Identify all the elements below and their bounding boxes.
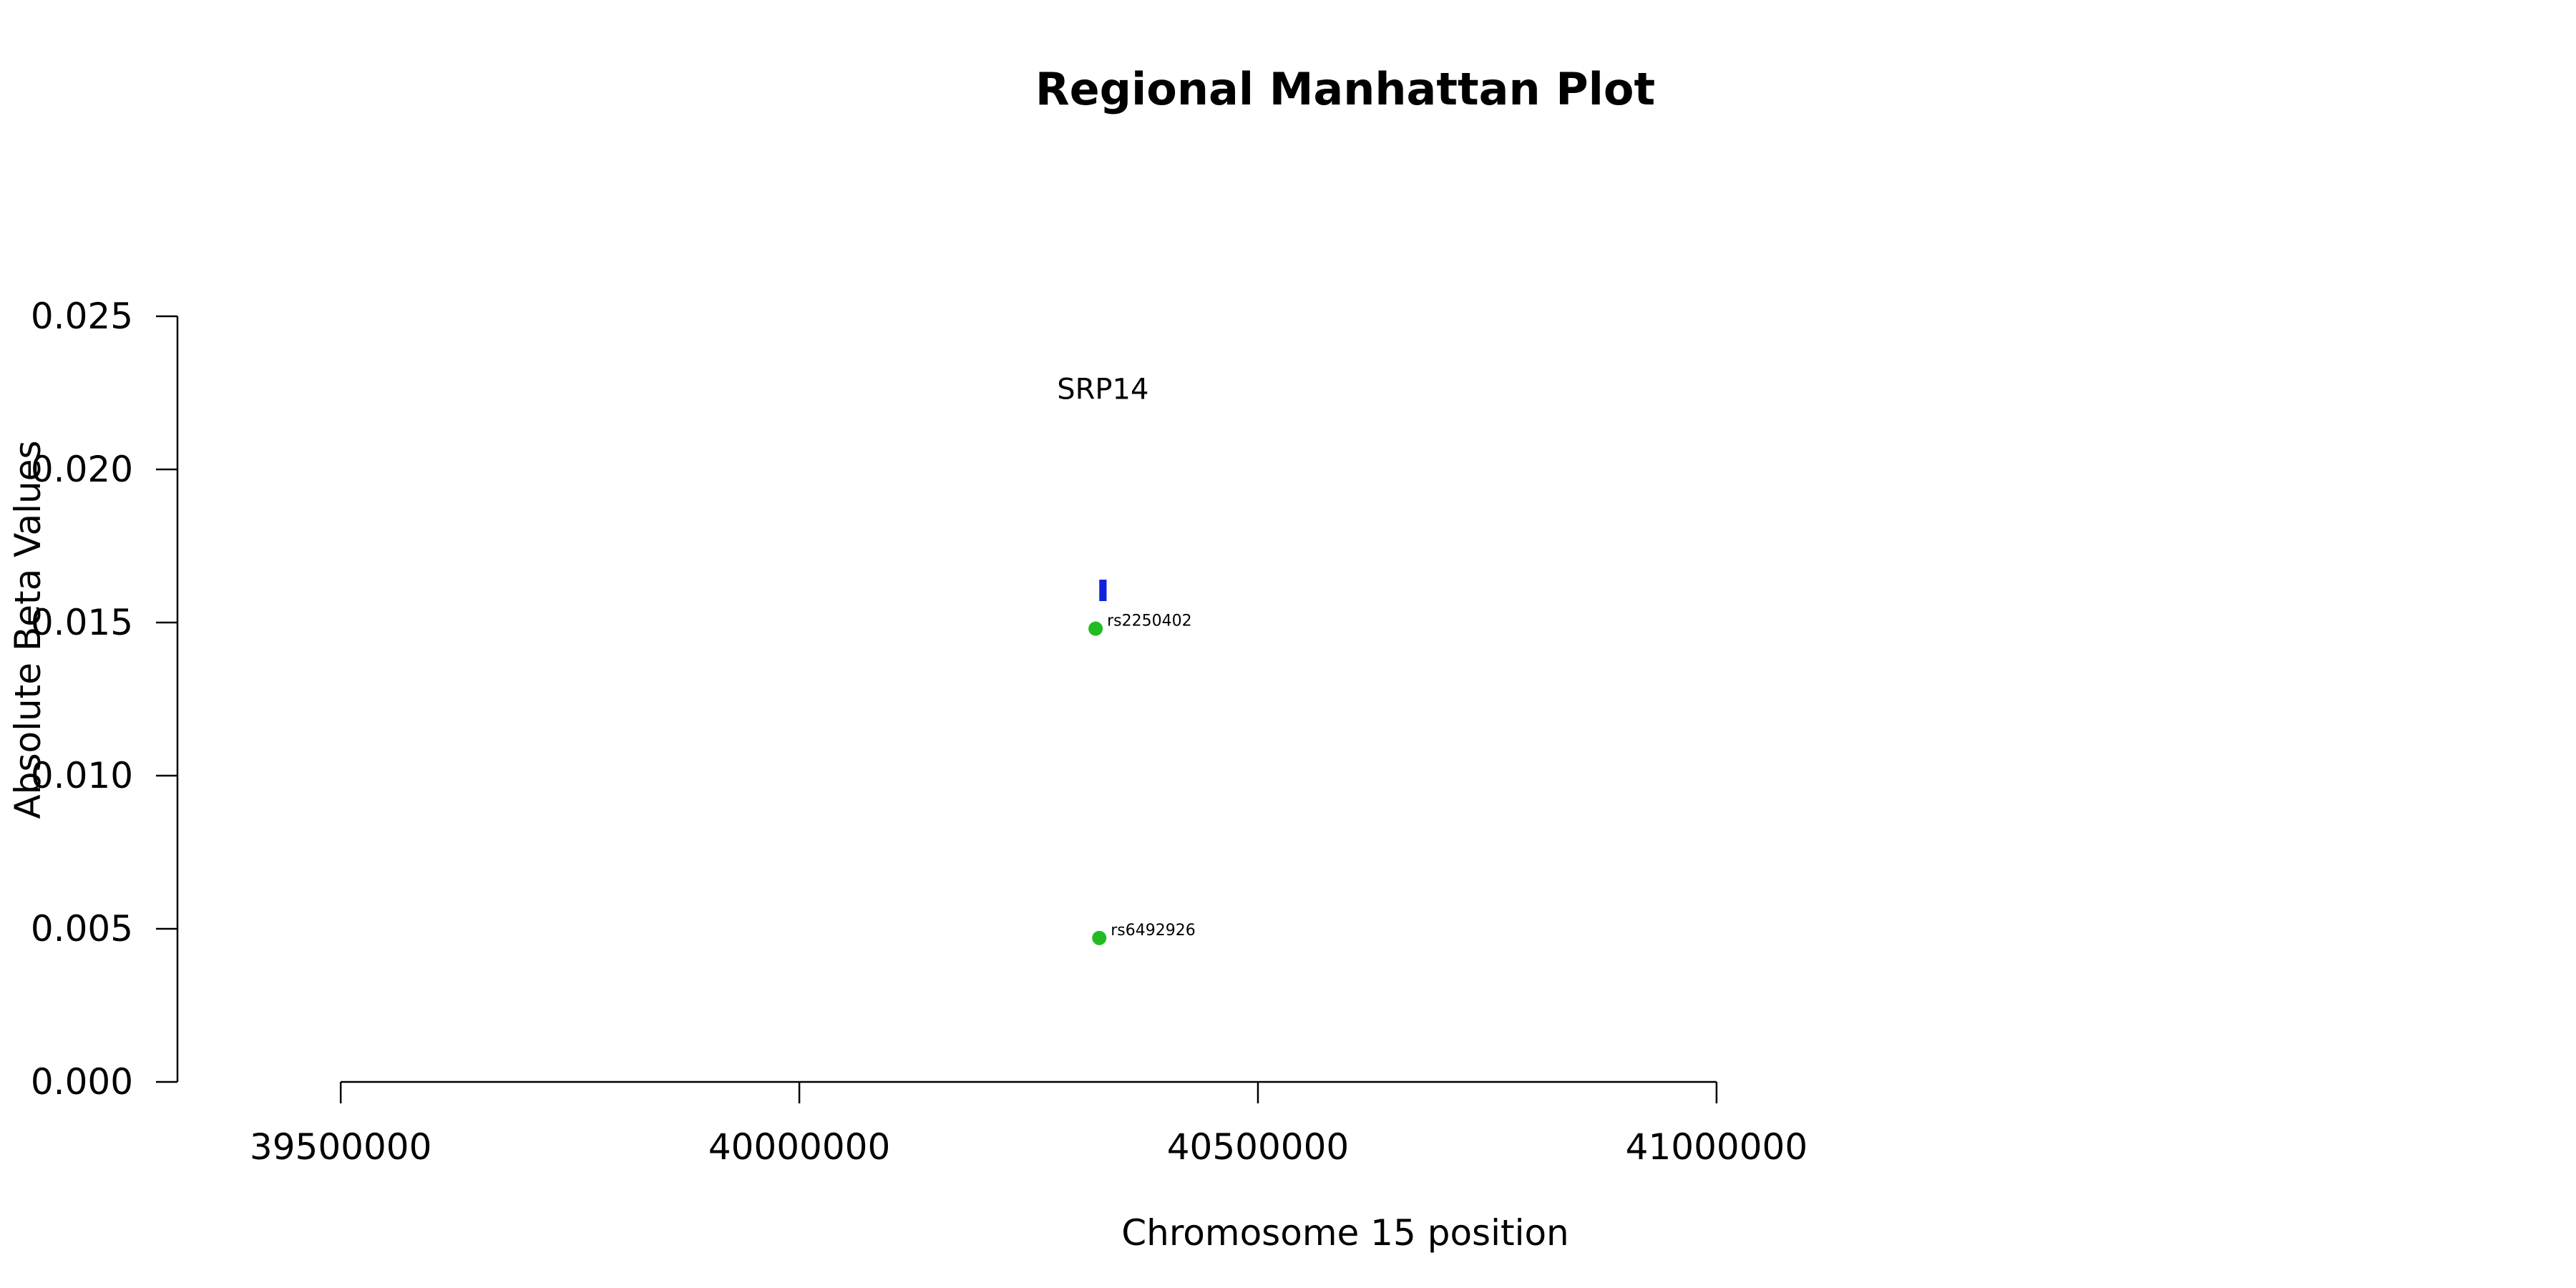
y-tick-label: 0.005: [31, 908, 133, 950]
x-axis-label: Chromosome 15 position: [1121, 1212, 1569, 1254]
axes: 0.000 0.005 0.010 0.015 0.020 0.025 39500000 40…: [31, 296, 1807, 1168]
y-tick-label: 0.020: [31, 449, 133, 490]
x-tick-label: 41000000: [1626, 1126, 1808, 1168]
snp-point: [1088, 621, 1103, 636]
snp-label: rs6492926: [1111, 922, 1196, 940]
y-axis-label: Absolute Beta Values: [7, 441, 49, 819]
y-tick-label: 0.015: [31, 602, 133, 643]
snp-point: [1092, 930, 1107, 945]
chart-title: Regional Manhattan Plot: [1035, 63, 1655, 115]
snp-points: rs2250402 rs6492926: [1088, 613, 1196, 945]
gene-bar: [1099, 580, 1107, 602]
gene-track: SRP14: [1057, 374, 1148, 602]
gene-label: SRP14: [1057, 374, 1148, 406]
x-tick-label: 40000000: [708, 1126, 891, 1168]
snp-label: rs2250402: [1107, 613, 1192, 630]
x-tick-label: 39500000: [250, 1126, 432, 1168]
y-tick-label: 0.000: [31, 1061, 133, 1103]
y-tick-label: 0.010: [31, 755, 133, 796]
y-tick-label: 0.025: [31, 296, 133, 337]
x-tick-label: 40500000: [1167, 1126, 1350, 1168]
